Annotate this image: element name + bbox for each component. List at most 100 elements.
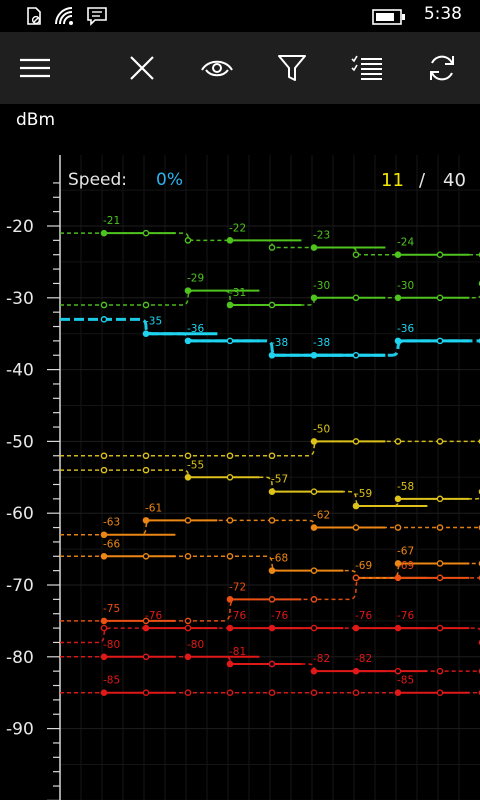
data-point [310, 351, 318, 359]
data-point [142, 452, 150, 460]
data-label: -35 [145, 316, 162, 328]
data-point [436, 689, 444, 697]
y-tick-label: -80 [6, 648, 34, 668]
data-label: -82 [355, 653, 372, 665]
series-line [60, 656, 480, 672]
series-5: -63 -61 -62 [60, 502, 480, 539]
filter-button[interactable] [260, 32, 324, 104]
checklist-icon [351, 55, 382, 80]
data-label: -30 [313, 280, 330, 292]
data-point [142, 617, 150, 625]
status-bar: 5:38 [0, 0, 480, 32]
data-point [184, 237, 192, 244]
data-point [226, 596, 234, 603]
data-point [310, 667, 318, 675]
data-label: -76 [397, 610, 414, 622]
wifi-icon [55, 7, 73, 25]
data-point [436, 438, 444, 445]
data-point [352, 667, 360, 675]
data-point [394, 667, 402, 675]
data-label: -76 [271, 610, 288, 622]
data-label: -38 [313, 337, 330, 349]
data-point [394, 624, 402, 632]
series-line [60, 282, 480, 306]
data-point [226, 660, 234, 668]
data-label: -76 [145, 610, 162, 622]
speed-label: Speed: [68, 170, 128, 190]
view-button[interactable] [185, 32, 249, 104]
data-point [226, 473, 234, 481]
data-point [352, 351, 360, 359]
data-point [436, 294, 444, 302]
data-point [142, 653, 150, 661]
data-label: -69 [355, 560, 372, 572]
eye-icon [201, 60, 233, 77]
data-point [436, 337, 444, 345]
menu-button[interactable] [3, 32, 67, 104]
series-10: -85 -85 [60, 675, 480, 697]
data-point [226, 301, 234, 309]
data-point [184, 517, 192, 524]
series-2: -35-36-38-38-36-36 [60, 316, 480, 359]
data-label: -81 [229, 646, 246, 658]
data-label: -36 [397, 323, 414, 335]
message-icon [87, 7, 107, 26]
data-point [394, 294, 402, 302]
data-point [436, 624, 444, 632]
data-point [394, 560, 402, 567]
select-list-button[interactable] [335, 32, 399, 104]
series-8: -76-76-76-76-76-78 [60, 610, 480, 646]
data-point [100, 452, 108, 460]
close-button[interactable] [110, 32, 174, 104]
data-label: -76 [229, 610, 246, 622]
y-tick-label: -60 [6, 504, 34, 524]
data-point [310, 524, 318, 531]
data-point [310, 438, 318, 445]
data-point [184, 653, 192, 661]
data-label: -57 [271, 474, 288, 486]
data-label: -68 [271, 553, 288, 565]
data-point [310, 488, 318, 495]
data-point [352, 624, 360, 632]
data-label: -63 [103, 517, 120, 529]
data-point [184, 473, 192, 481]
data-point [436, 560, 444, 567]
data-label: -69 [397, 560, 414, 572]
data-point [184, 624, 192, 632]
data-point [352, 574, 360, 582]
refresh-button[interactable] [410, 32, 474, 104]
data-label: -67 [397, 545, 414, 557]
data-point [268, 488, 276, 495]
data-point [184, 452, 192, 460]
series-1: -29-31-30-30-28 [60, 273, 480, 309]
data-point [310, 689, 318, 697]
network-count-current: 11 [381, 170, 404, 191]
y-tick-label: -70 [6, 576, 34, 596]
data-label: -61 [145, 502, 162, 514]
data-label: -55 [187, 459, 204, 471]
data-point [100, 301, 108, 309]
y-axis-unit: dBm [16, 110, 56, 130]
data-point [436, 251, 444, 259]
chart-grid [60, 155, 480, 800]
data-point [226, 624, 234, 632]
data-label: -36 [187, 323, 204, 335]
filter-icon [278, 55, 306, 81]
data-label: -80 [187, 639, 204, 651]
data-point [184, 552, 192, 560]
data-point [352, 689, 360, 697]
data-point [394, 337, 402, 345]
data-point [352, 294, 360, 302]
data-point [436, 667, 444, 675]
data-point [226, 689, 234, 697]
data-point [436, 574, 444, 582]
signal-chart: -20 -30 -40 -50 -60 -70 -80 -90 -21 -22 -23 -24 -29… [6, 155, 480, 800]
app-bar [0, 32, 480, 104]
y-tick-label: -40 [6, 361, 34, 381]
data-label: -31 [229, 287, 246, 299]
data-point [394, 495, 402, 503]
data-point [184, 617, 192, 625]
no-sim-icon [27, 7, 41, 25]
data-point [394, 524, 402, 531]
data-label: -76 [355, 610, 372, 622]
